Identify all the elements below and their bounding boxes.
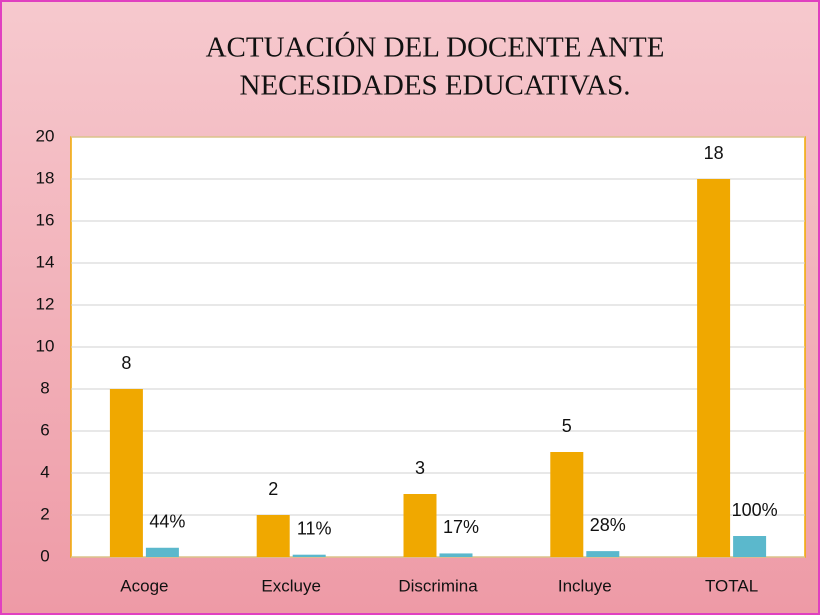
x-tick-label: Excluye (261, 576, 321, 595)
data-label: 3 (415, 458, 425, 478)
y-tick-label: 2 (40, 504, 49, 523)
y-tick-label: 6 (40, 420, 49, 439)
x-tick-label: Incluye (558, 576, 612, 595)
bar (145, 547, 179, 557)
data-label: 18 (704, 143, 724, 163)
bar (292, 554, 326, 557)
x-tick-label: Acoge (120, 576, 168, 595)
data-label: 8 (121, 353, 131, 373)
data-label: 11% (297, 518, 332, 538)
y-tick-label: 8 (40, 378, 49, 397)
y-tick-label: 0 (40, 546, 49, 565)
bar (439, 553, 473, 557)
y-tick-label: 4 (40, 462, 49, 481)
chart-title: NECESIDADES EDUCATIVAS. (240, 70, 631, 102)
bar (109, 389, 143, 557)
bar (403, 494, 437, 557)
x-tick-label: TOTAL (705, 576, 758, 595)
data-label: 28% (590, 515, 626, 535)
bar (733, 536, 767, 557)
y-tick-label: 10 (36, 336, 55, 355)
y-tick-label: 18 (36, 168, 55, 187)
data-label: 5 (562, 416, 572, 436)
y-tick-label: 12 (36, 294, 55, 313)
bar (586, 551, 620, 557)
bar (550, 452, 584, 557)
bar (256, 515, 290, 557)
data-label: 100% (732, 500, 778, 520)
bar (697, 179, 731, 557)
y-tick-label: 16 (36, 210, 55, 229)
data-label: 44% (149, 512, 185, 532)
chart-title: ACTUACIÓN DEL DOCENTE ANTE (206, 31, 665, 64)
y-tick-label: 20 (36, 126, 55, 145)
data-label: 2 (268, 479, 278, 499)
x-tick-label: Discrimina (398, 576, 478, 595)
data-label: 17% (443, 517, 479, 537)
y-tick-label: 14 (36, 252, 55, 271)
